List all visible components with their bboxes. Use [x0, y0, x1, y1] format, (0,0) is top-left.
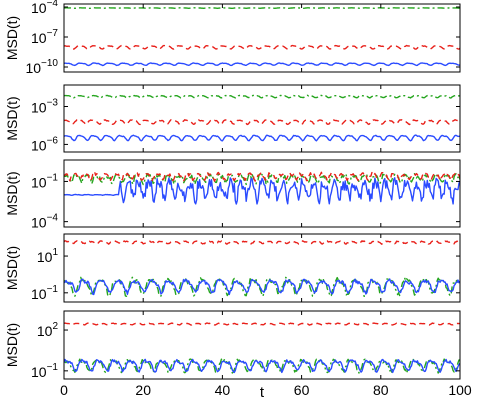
series-group — [64, 94, 460, 142]
series-group — [64, 171, 460, 205]
y-axis-label: MSD(t) — [4, 323, 20, 367]
series-group — [64, 7, 460, 67]
y-axis-label: MSD(t) — [4, 171, 20, 215]
y-tick-label: 10−10 — [25, 58, 58, 76]
panel-2: 10−3 10−6 MSD(t) — [4, 84, 461, 153]
y-tick-label: 102 — [37, 321, 59, 339]
series-green-line — [64, 276, 460, 298]
plot-frame — [63, 159, 461, 228]
x-tick-label: 20 — [135, 382, 151, 398]
y-tick-label: 10−3 — [31, 97, 58, 115]
series-blue-line — [64, 177, 460, 205]
series-green-line — [64, 7, 460, 10]
y-tick-label: 10−1 — [31, 172, 58, 190]
series-blue-line — [64, 62, 460, 67]
panel-1: 10−4 10−7 10−10 MSD(t) — [4, 0, 461, 76]
x-tick-label: 100 — [448, 382, 472, 398]
y-tick-label: 10−4 — [31, 0, 58, 16]
y-tick-label: 10−4 — [31, 213, 58, 231]
series-red-line — [64, 118, 460, 126]
series-group — [64, 240, 460, 298]
series-green-line — [64, 94, 460, 99]
y-tick-label: 10−1 — [31, 362, 58, 380]
x-axis: 0 20 40 60 80 100 — [60, 382, 472, 398]
series-red-line — [64, 44, 460, 50]
series-blue-line — [64, 358, 460, 374]
x-tick-label: 40 — [215, 382, 231, 398]
y-axis-label: MSD(t) — [4, 246, 20, 290]
series-group — [64, 322, 460, 374]
y-axis-label: MSD(t) — [4, 16, 20, 60]
plot-frame — [63, 310, 461, 380]
x-axis-label: t — [260, 384, 265, 401]
y-tick-label: 10−1 — [31, 284, 58, 302]
y-tick-label: 10−7 — [31, 28, 58, 46]
plot-frame — [63, 3, 461, 73]
panel-5: 102 10−1 MSD(t) — [4, 310, 461, 380]
y-axis-label: MSD(t) — [4, 96, 20, 140]
plot-frame — [63, 84, 461, 153]
series-red-line — [64, 240, 460, 245]
x-tick-label: 80 — [373, 382, 389, 398]
series-blue-line — [64, 278, 460, 296]
plot-frame — [63, 233, 461, 303]
x-tick-label: 60 — [294, 382, 310, 398]
x-tick-label: 0 — [60, 382, 68, 398]
panel-4: 101 10−1 MSD(t) — [4, 233, 461, 303]
panels: 10−410−710−10MSD(t)10−310−6MSD(t)10−110−… — [4, 0, 461, 380]
panel-3: 10−1 10−4 MSD(t) — [4, 159, 461, 231]
y-tick-label: 10−6 — [31, 135, 58, 153]
y-tick-label: 101 — [37, 247, 59, 265]
series-red-line — [64, 322, 460, 326]
series-blue-line — [64, 134, 460, 142]
series-green-line — [64, 172, 460, 186]
